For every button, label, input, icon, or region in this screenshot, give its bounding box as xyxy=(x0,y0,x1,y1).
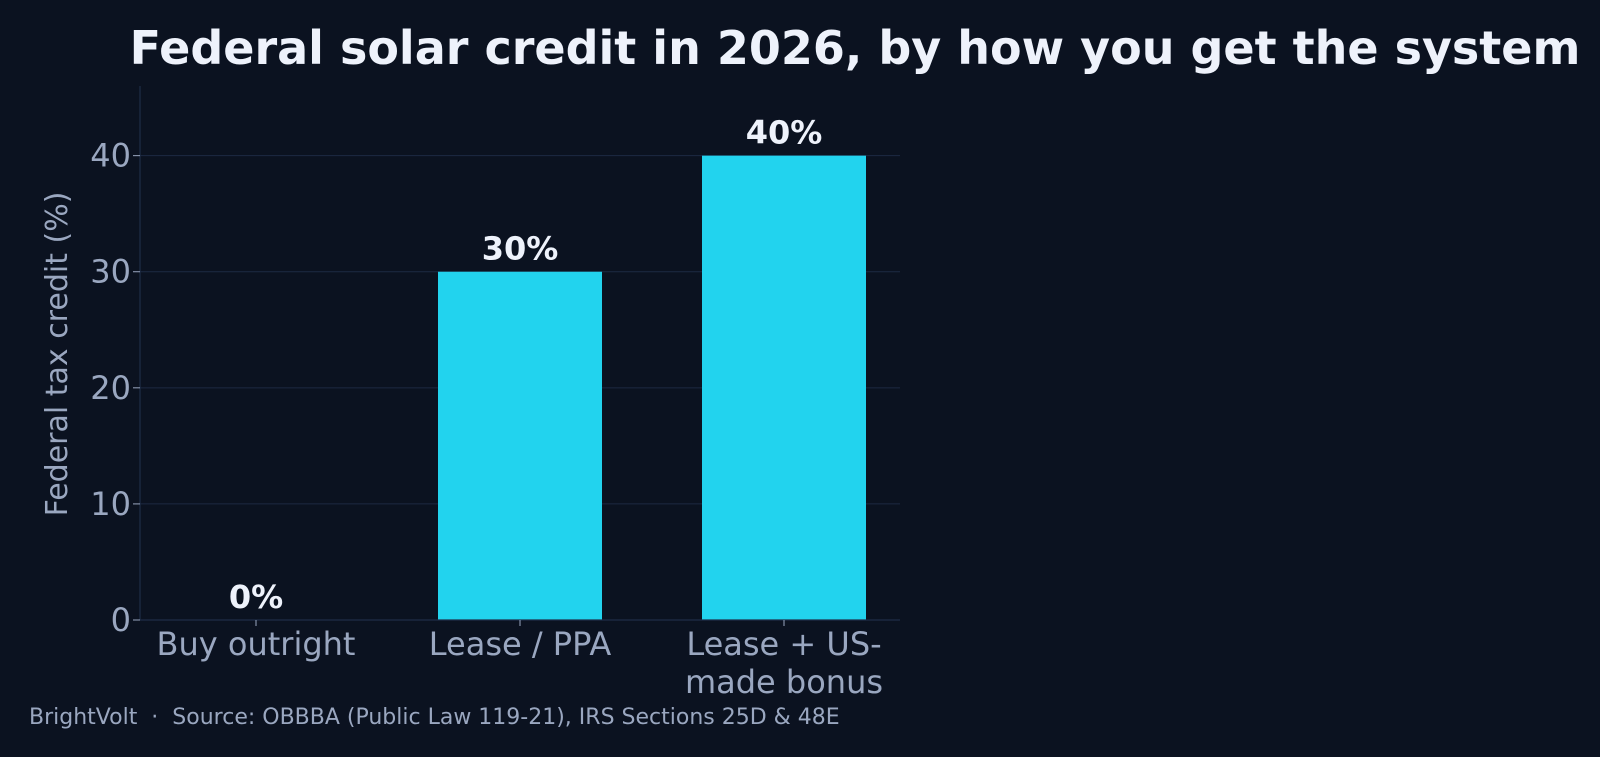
chart-title: Federal solar credit in 2026, by how you… xyxy=(130,21,1581,75)
value-label: 30% xyxy=(482,230,559,268)
x-category-labels: Buy outright Lease / PPA Lease + US-made b… xyxy=(157,620,883,701)
bars xyxy=(438,155,866,621)
y-ticks: 0 10 20 30 40 xyxy=(90,137,140,639)
bar xyxy=(438,271,602,620)
value-labels: 0% 30% 40% xyxy=(229,114,822,616)
value-label: 40% xyxy=(746,114,823,152)
x-category-label: Buy outright xyxy=(157,625,356,663)
x-category-label: Lease / PPA xyxy=(429,625,612,663)
y-tick-label: 40 xyxy=(90,137,131,175)
y-tick-label: 30 xyxy=(90,253,131,291)
source-footer: BrightVolt · Source: OBBBA (Public Law 1… xyxy=(29,705,840,730)
y-tick-label: 10 xyxy=(90,485,131,523)
y-axis-label: Federal tax credit (%) xyxy=(40,192,75,517)
x-category-label: Lease + US- xyxy=(686,625,881,663)
y-tick-label: 20 xyxy=(90,369,131,407)
bar xyxy=(702,155,866,621)
value-label: 0% xyxy=(229,578,283,616)
x-category-label: made bonus xyxy=(685,663,883,701)
y-tick-label: 0 xyxy=(111,601,131,639)
